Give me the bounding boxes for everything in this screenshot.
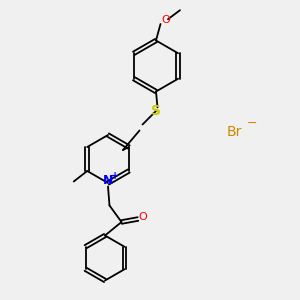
Text: O: O bbox=[138, 212, 147, 223]
Text: Br: Br bbox=[226, 125, 242, 139]
Text: S: S bbox=[151, 104, 161, 118]
Text: O: O bbox=[161, 15, 170, 26]
Text: N: N bbox=[103, 174, 113, 187]
Text: −: − bbox=[247, 116, 257, 130]
Text: +: + bbox=[110, 171, 119, 182]
